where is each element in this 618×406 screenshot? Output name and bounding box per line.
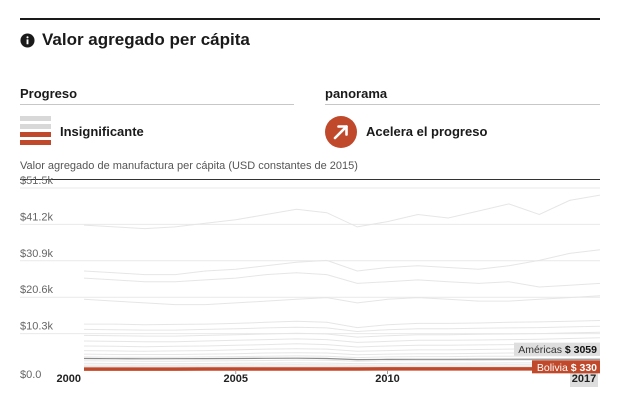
series-line	[83, 359, 601, 362]
top-rule	[20, 18, 600, 20]
series-line	[83, 342, 601, 348]
end-label-americas-bg	[514, 342, 600, 356]
series-line	[84, 364, 601, 366]
info-circle-icon[interactable]	[20, 32, 35, 48]
arrow-up-right-icon	[325, 116, 357, 148]
panorama-divider	[325, 104, 600, 105]
series-line	[83, 351, 601, 356]
y-tick-label: $20.6k	[20, 284, 54, 296]
x-tick-label: 2000	[57, 373, 81, 385]
x-tick-label: 2010	[375, 373, 399, 385]
series-line	[84, 320, 601, 329]
series-line	[83, 347, 601, 352]
x-tick-label: 2005	[224, 373, 248, 385]
chart-caption: Valor agregado de manufactura per cápita…	[20, 160, 358, 172]
line-chart: $51.5k $41.2k $30.9k $20.6k $10.3k $0.0 2000 2…	[20, 176, 601, 387]
series-line	[83, 355, 601, 359]
panorama-status: Acelera el progreso	[366, 124, 488, 139]
progress-label: Progreso	[20, 86, 78, 101]
end-label-name: Bolivia	[537, 362, 571, 374]
series-line	[83, 249, 601, 276]
end-label-americas: Américas $ 3059	[518, 344, 597, 356]
series-line	[83, 295, 601, 306]
series-line	[83, 362, 601, 365]
end-label-bolivia: Bolivia $ 330	[537, 362, 597, 374]
series-line	[83, 337, 601, 343]
end-label-bolivia-bg	[532, 360, 600, 374]
progress-divider	[20, 104, 294, 105]
panorama-label: panorama	[325, 86, 388, 101]
end-label-name: Américas	[518, 344, 565, 356]
end-label-value: $ 330	[571, 362, 597, 374]
page-title: Valor agregado per cápita	[42, 30, 250, 49]
series-line	[83, 194, 601, 230]
stacked-bars-icon	[20, 116, 51, 145]
progress-status: Insignificante	[60, 124, 144, 139]
series-line	[84, 365, 600, 368]
y-tick-label: $51.5k	[20, 176, 54, 187]
x-tick-label: 2017	[572, 373, 596, 385]
y-tick-label: $10.3k	[20, 321, 54, 333]
x-tick-highlight	[570, 370, 598, 387]
y-tick-label: $0.0	[20, 369, 41, 381]
y-tick-label: $30.9k	[20, 248, 54, 260]
series-line	[83, 325, 601, 333]
series-line-americas	[83, 357, 600, 361]
end-label-value: $ 3059	[565, 344, 597, 356]
series-line	[83, 331, 601, 338]
header: Valor agregado per cápita	[20, 30, 250, 50]
y-tick-label: $41.2k	[20, 211, 54, 223]
series-line	[83, 272, 601, 288]
